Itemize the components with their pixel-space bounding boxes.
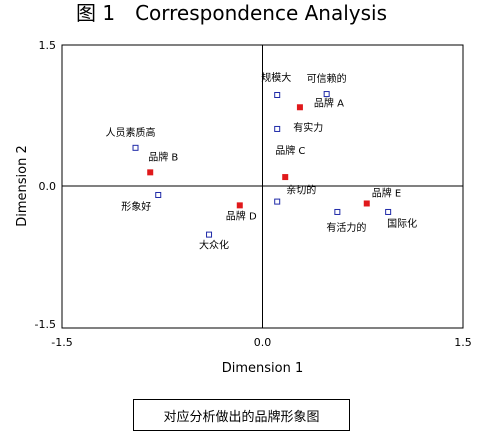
x-axis-label: Dimension 1: [222, 361, 304, 376]
caption-text: 对应分析做出的品牌形象图: [163, 409, 320, 425]
brand-point-label: 品牌 E: [372, 186, 402, 199]
y-axis-label: Dimension 2: [15, 145, 30, 227]
attribute-point-label: 人员素质高: [106, 126, 156, 139]
brand-point: [147, 169, 154, 176]
brand-point-label: 品牌 C: [275, 144, 305, 157]
attribute-point-label: 规模大: [261, 71, 291, 84]
figure-caption: 对应分析做出的品牌形象图: [133, 399, 350, 431]
attribute-point: [206, 231, 213, 238]
attribute-point-label: 有实力: [293, 121, 323, 134]
attribute-point: [155, 191, 162, 198]
brand-point: [282, 174, 289, 181]
attribute-point-label: 形象好: [121, 201, 151, 213]
attribute-point: [274, 91, 281, 98]
attribute-point-label: 亲切的: [286, 184, 316, 197]
brand-point-label: 品牌 D: [226, 209, 257, 222]
x-tick-label: 0.0: [254, 336, 272, 349]
attribute-point-label: 有活力的: [326, 221, 366, 234]
brand-point: [236, 202, 243, 209]
brand-point: [296, 104, 303, 111]
y-tick-label: 0.0: [39, 180, 57, 193]
attribute-point: [274, 125, 281, 132]
attribute-point: [274, 198, 281, 205]
chart-title: 图 1 Correspondence Analysis: [76, 1, 387, 25]
x-tick-label: -1.5: [51, 336, 72, 349]
x-tick-label: 1.5: [454, 336, 472, 349]
attribute-point-label: 可信赖的: [307, 72, 347, 85]
y-tick-label: -1.5: [35, 318, 56, 331]
attribute-point: [132, 144, 139, 151]
attribute-point: [334, 208, 341, 215]
attribute-point-label: 国际化: [387, 217, 417, 230]
y-tick-label: 1.5: [39, 39, 57, 52]
brand-point: [363, 200, 370, 207]
attribute-point: [385, 208, 392, 215]
attribute-point: [323, 91, 330, 98]
brand-point-label: 品牌 B: [148, 150, 178, 163]
attribute-point-label: 大众化: [199, 239, 229, 252]
brand-point-label: 品牌 A: [314, 96, 344, 109]
